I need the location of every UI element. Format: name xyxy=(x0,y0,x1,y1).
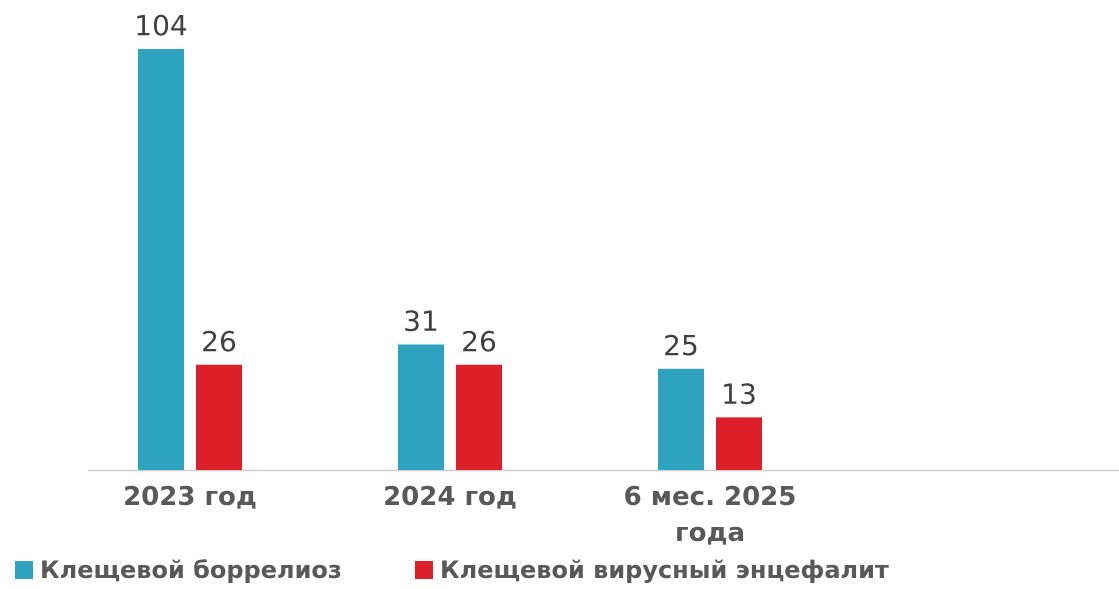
bar xyxy=(196,364,242,470)
legend-item: Клещевой боррелиоз xyxy=(15,556,342,584)
bar xyxy=(658,368,704,470)
legend-swatch xyxy=(415,561,433,579)
legend-item: Клещевой вирусный энцефалит xyxy=(415,556,889,584)
value-label: 25 xyxy=(663,329,699,362)
legend-label: Клещевой боррелиоз xyxy=(40,556,342,584)
bar xyxy=(716,417,762,470)
bar xyxy=(398,344,444,470)
value-label: 104 xyxy=(134,9,187,42)
value-label: 26 xyxy=(461,325,497,358)
value-label: 13 xyxy=(721,377,757,410)
value-label: 26 xyxy=(201,325,237,358)
legend-label: Клещевой вирусный энцефалит xyxy=(440,556,889,584)
value-label: 31 xyxy=(403,305,439,338)
legend-swatch xyxy=(15,561,33,579)
bar xyxy=(138,49,184,470)
x-tick-label: 2023 год xyxy=(123,482,257,512)
bar xyxy=(456,364,502,470)
x-tick-label: 2024 год xyxy=(383,482,517,512)
x-tick-label: 6 мес. 2025 года xyxy=(623,482,797,548)
